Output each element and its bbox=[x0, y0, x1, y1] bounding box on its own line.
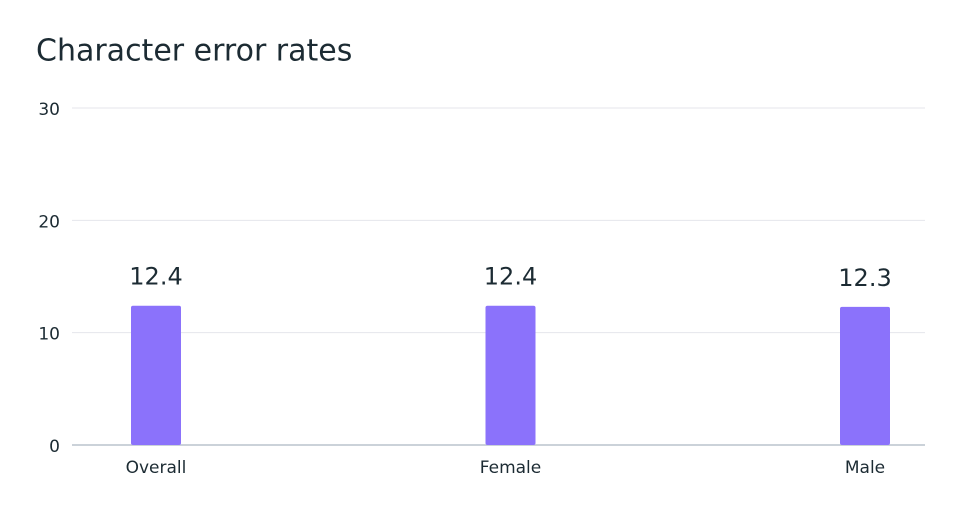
value-label: 12.3 bbox=[838, 264, 891, 292]
value-label: 12.4 bbox=[484, 263, 537, 291]
y-tick-label: 10 bbox=[38, 325, 60, 345]
bar bbox=[485, 305, 536, 445]
y-tick-label: 0 bbox=[49, 437, 60, 457]
x-tick-label: Female bbox=[480, 458, 541, 478]
chart-title: Character error rates bbox=[36, 34, 352, 69]
value-label: 12.4 bbox=[129, 263, 182, 291]
bar bbox=[840, 306, 890, 445]
y-tick-label: 30 bbox=[38, 100, 60, 120]
x-tick-label: Overall bbox=[126, 458, 187, 478]
y-tick-label: 20 bbox=[38, 212, 60, 232]
bar bbox=[131, 305, 181, 445]
x-tick-label: Male bbox=[845, 458, 885, 478]
